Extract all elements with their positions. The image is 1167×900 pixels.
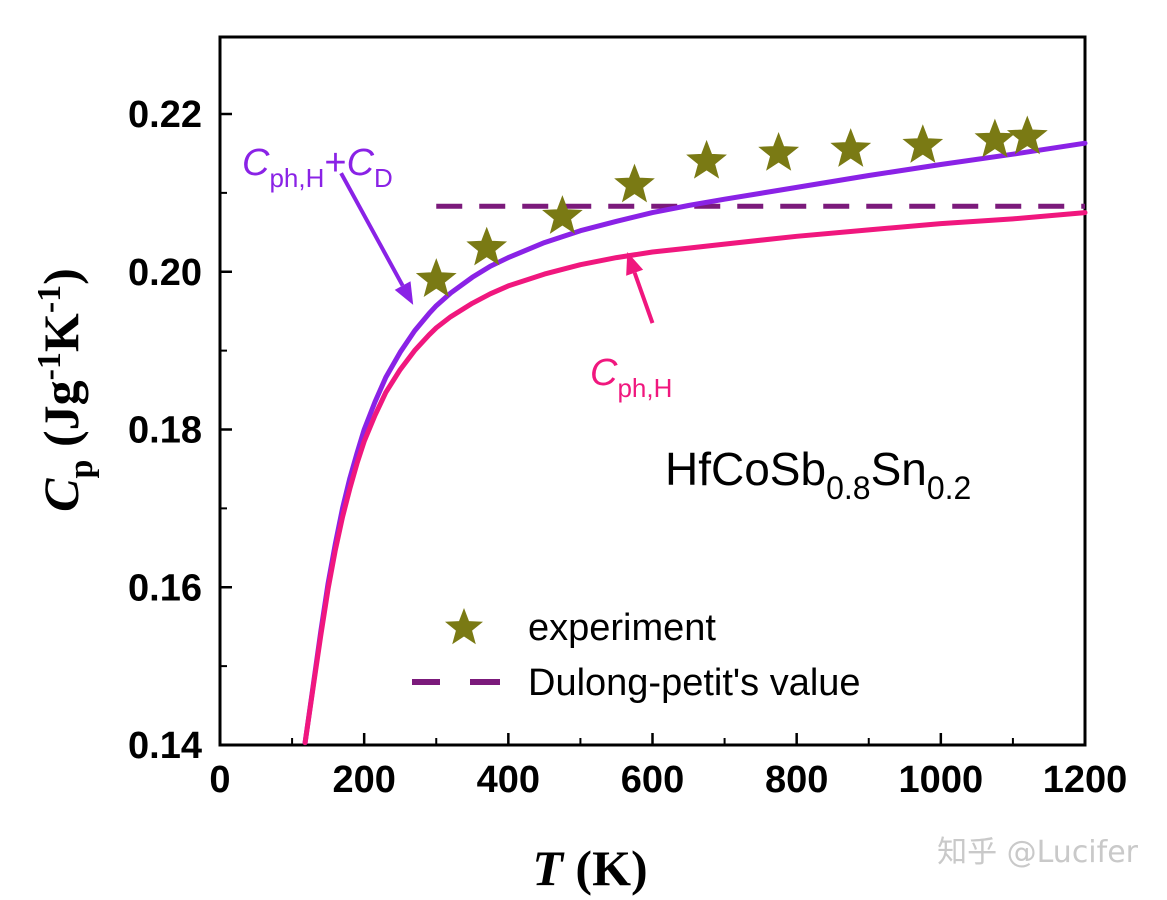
series-line — [302, 210, 1088, 746]
sample-label: HfCoSb0.8Sn0.2 — [665, 443, 971, 506]
y-tick-label: 0.20 — [128, 252, 202, 294]
annotation-harmonic-arrowhead — [626, 252, 644, 276]
x-tick-label: 800 — [765, 759, 828, 801]
annotation-harmonic: Cph,H — [590, 252, 672, 403]
experiment-point — [830, 128, 872, 167]
watermark: 知乎 @Lucifer — [937, 835, 1139, 870]
x-tick-label: 1200 — [1043, 759, 1128, 801]
y-tick-label: 0.16 — [128, 567, 202, 609]
experiment-point — [758, 131, 800, 171]
experiment-point — [466, 226, 508, 266]
legend-label-dulong-petit: Dulong-petit's value — [528, 662, 861, 704]
legend-label-experiment: experiment — [528, 607, 716, 649]
x-tick-label: 0 — [209, 759, 230, 801]
annotation-combined-arrow — [339, 172, 405, 287]
annotation-combined-arrowhead — [394, 281, 414, 305]
x-tick-label: 1000 — [899, 759, 984, 801]
experiment-point — [686, 139, 727, 179]
y-tick-label: 0.22 — [128, 94, 202, 136]
y-axis-title: Cp (Jg-1K-1) — [31, 268, 100, 512]
experiment-point — [1006, 115, 1048, 155]
experiment-point — [974, 118, 1016, 158]
experiment-point — [902, 124, 944, 163]
annotation-combined: Cph,H+CD — [242, 142, 414, 305]
experiment-point — [415, 258, 457, 297]
experiment-point — [542, 195, 583, 234]
series-layer — [302, 115, 1088, 746]
x-axis-title: T (K) — [532, 840, 647, 896]
annotation-harmonic-label: Cph,H — [590, 352, 672, 403]
x-tick-label: 200 — [332, 759, 395, 801]
y-tick-label: 0.18 — [128, 410, 202, 452]
experiment-point — [614, 163, 655, 203]
x-tick-label: 400 — [477, 759, 540, 801]
annotation-harmonic-arrow — [632, 272, 655, 324]
x-tick-label: 600 — [621, 759, 684, 801]
axis-ticks: 0 200 400 600 800 1000 1200 0.14 0.16 0.18 0.20 0.2… — [128, 94, 1127, 801]
y-tick-label: 0.14 — [128, 725, 202, 767]
annotation-combined-label: Cph,H+CD — [242, 142, 393, 193]
legend-star-marker — [445, 608, 483, 645]
legend: experiment Dulong-petit's value — [412, 607, 861, 704]
